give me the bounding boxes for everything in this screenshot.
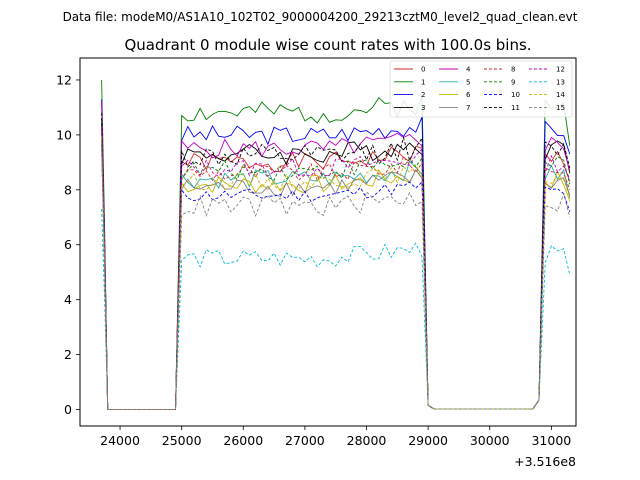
y-tick-label: 0 xyxy=(64,402,72,417)
legend-label-6: 6 xyxy=(466,91,471,99)
legend-label-4: 4 xyxy=(466,66,471,74)
plot-area xyxy=(101,79,571,410)
legend-label-3: 3 xyxy=(421,104,425,112)
legend-label-15: 15 xyxy=(556,104,565,112)
y-tick-label: 6 xyxy=(64,237,72,252)
y-tick-label: 10 xyxy=(56,127,72,142)
series-line-13 xyxy=(101,208,571,410)
x-tick-label: 31000 xyxy=(531,433,571,448)
y-tick-label: 2 xyxy=(64,347,72,362)
legend-label-8: 8 xyxy=(511,66,515,74)
series-line-10 xyxy=(101,143,571,410)
series-line-6 xyxy=(101,145,571,410)
series-line-11 xyxy=(101,112,571,410)
series-line-4 xyxy=(101,101,571,410)
legend-label-9: 9 xyxy=(511,78,515,86)
x-axis-offset-label: +3.516e8 xyxy=(514,454,576,469)
figure-suptitle: Data file: modeM0/AS1A10_102T02_90000042… xyxy=(63,10,578,24)
axes-frame xyxy=(79,57,577,427)
chart-title: Quadrant 0 module wise count rates with … xyxy=(124,36,531,54)
x-tick-label: 27000 xyxy=(285,433,325,448)
x-tick-label: 29000 xyxy=(408,433,448,448)
series-line-7 xyxy=(101,137,571,410)
series-line-14 xyxy=(101,137,571,410)
series-line-15 xyxy=(101,148,571,410)
series-line-1 xyxy=(101,79,571,410)
legend-label-14: 14 xyxy=(556,91,565,99)
x-tick-label: 26000 xyxy=(223,433,263,448)
series-line-3 xyxy=(101,118,571,410)
legend-label-10: 10 xyxy=(511,91,520,99)
series-line-0 xyxy=(101,123,571,410)
legend-frame xyxy=(389,60,573,118)
series-line-8 xyxy=(101,132,571,410)
series-line-5 xyxy=(101,140,571,410)
y-tick-label: 12 xyxy=(56,72,72,87)
legend-label-5: 5 xyxy=(466,78,470,86)
y-tick-label: 4 xyxy=(64,292,72,307)
legend-label-1: 1 xyxy=(421,78,425,86)
legend-label-0: 0 xyxy=(421,66,425,74)
x-tick-label: 30000 xyxy=(470,433,510,448)
y-tick-label: 8 xyxy=(64,182,72,197)
x-axis: 24000 25000 26000 27000 28000 29000 30000 31000 xyxy=(100,426,571,448)
x-tick-label: 24000 xyxy=(100,433,140,448)
legend-label-11: 11 xyxy=(511,104,520,112)
series-line-12 xyxy=(101,126,571,410)
y-axis: 0 2 4 6 8 10 12 xyxy=(56,72,80,417)
x-tick-label: 25000 xyxy=(162,433,202,448)
x-tick-label: 28000 xyxy=(347,433,387,448)
legend-label-2: 2 xyxy=(421,91,425,99)
legend-label-13: 13 xyxy=(556,78,565,86)
legend-label-7: 7 xyxy=(466,104,470,112)
legend-label-12: 12 xyxy=(556,66,565,74)
